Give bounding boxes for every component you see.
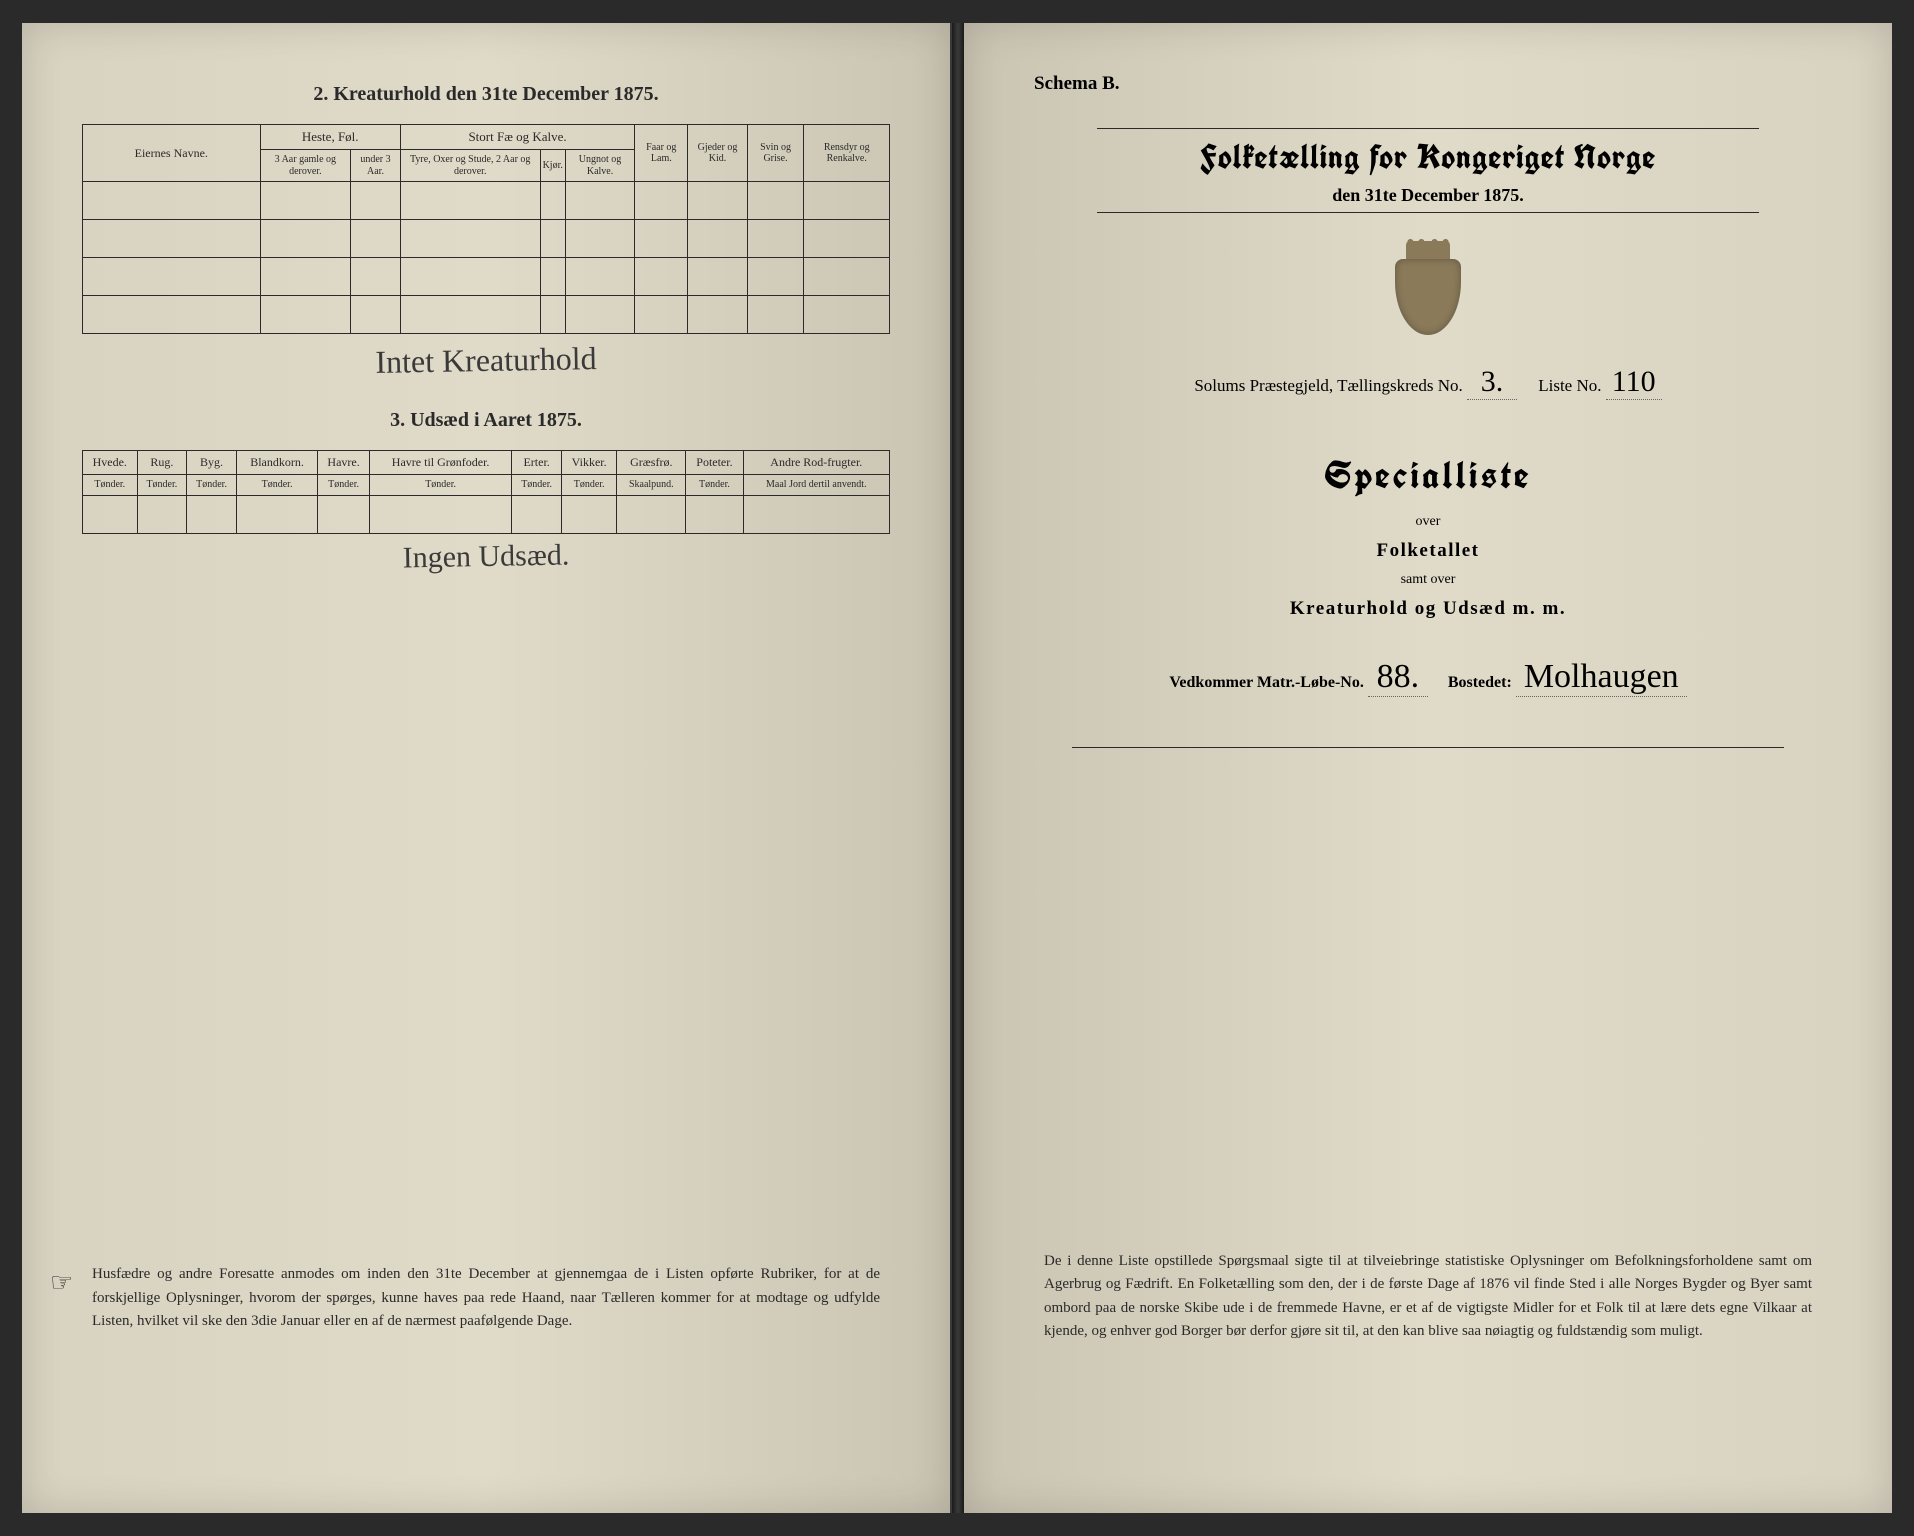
right-footnote: De i denne Liste opstillede Spørgsmaal s… (1044, 1250, 1812, 1343)
col-graesfro: Græsfrø. (617, 451, 686, 475)
krets-no: 3. (1467, 365, 1517, 400)
unit-6: Tønder. (369, 475, 511, 496)
col-havre: Havre. (318, 451, 370, 475)
col-byg: Byg. (187, 451, 237, 475)
matr-no: 88. (1368, 658, 1428, 697)
col-eier: Eiernes Navne. (83, 125, 261, 182)
unit-3: Tønder. (187, 475, 237, 496)
bostedet-pre: Bostedet: (1448, 674, 1512, 691)
main-title: Folketælling for Kongeriget Norge (1024, 135, 1832, 179)
coat-of-arms-icon (1383, 241, 1473, 341)
section2-title: 2. Kreaturhold den 31te December 1875. (82, 83, 890, 106)
long-rule (1072, 747, 1783, 748)
folketallet-label: Folketallet (1024, 540, 1832, 562)
parish-line: Solums Præstegjeld, Tællingskreds No. 3.… (1024, 365, 1832, 400)
samt-over-label: samt over (1024, 572, 1832, 588)
title-rule-top (1097, 128, 1760, 129)
unit-9: Skaalpund. (617, 475, 686, 496)
liste-pre: Liste No. (1538, 376, 1601, 395)
col-gjeder: Gjeder og Kid. (688, 125, 747, 182)
unit-7: Tønder. (512, 475, 562, 496)
schema-label: Schema B. (1034, 73, 1120, 95)
col-andre: Andre Rod-frugter. (743, 451, 889, 475)
census-book: 2. Kreaturhold den 31te December 1875. E… (22, 23, 1892, 1513)
col-blandkorn: Blandkorn. (236, 451, 317, 475)
unit-2: Tønder. (137, 475, 187, 496)
kreatur-label: Kreaturhold og Udsæd m. m. (1024, 598, 1832, 620)
col-vikker: Vikker. (561, 451, 616, 475)
over-label: over (1024, 514, 1832, 530)
unit-10: Tønder. (686, 475, 743, 496)
title-rule-bottom (1097, 212, 1760, 213)
title-block: Folketælling for Kongeriget Norge den 31… (1024, 128, 1832, 213)
bostedet-line: Vedkommer Matr.-Løbe-No. 88. Bostedet: M… (1024, 658, 1832, 697)
grp-heste: Heste, Føl. (260, 125, 400, 150)
section3-title: 3. Udsæd i Aaret 1875. (82, 409, 890, 432)
right-page: Schema B. Folketælling for Kongeriget No… (964, 23, 1892, 1513)
liste-no: 110 (1606, 365, 1662, 400)
pointing-hand-icon: ☞ (50, 1263, 73, 1303)
left-footnote-text: Husfædre og andre Foresatte anmodes om i… (92, 1266, 880, 1329)
bostedet-value: Molhaugen (1516, 658, 1687, 697)
stort-a: Tyre, Oxer og Stude, 2 Aar og derover. (400, 150, 540, 182)
parish-pre: Solums Præstegjeld, Tællingskreds No. (1194, 376, 1462, 395)
book-spine (952, 23, 964, 1513)
col-erter: Erter. (512, 451, 562, 475)
udsaed-table: Hvede. Rug. Byg. Blandkorn. Havre. Havre… (82, 450, 890, 534)
left-page: 2. Kreaturhold den 31te December 1875. E… (22, 23, 952, 1513)
section2-handwritten: Intet Kreaturhold (82, 335, 891, 386)
unit-11: Maal Jord dertil anvendt. (743, 475, 889, 496)
col-hvede: Hvede. (83, 451, 138, 475)
col-poteter: Poteter. (686, 451, 743, 475)
col-faar: Faar og Lam. (635, 125, 688, 182)
heste-b: under 3 Aar. (351, 150, 401, 182)
unit-1: Tønder. (83, 475, 138, 496)
grp-stort: Stort Fæ og Kalve. (400, 125, 634, 150)
col-rensdyr: Rensdyr og Renkalve. (804, 125, 890, 182)
col-rug: Rug. (137, 451, 187, 475)
section3-handwritten: Ingen Udsæd. (82, 532, 890, 580)
vedk-pre: Vedkommer Matr.-Løbe-No. (1169, 674, 1364, 691)
stort-b: Kjør. (540, 150, 565, 182)
date-line: den 31te December 1875. (1024, 185, 1832, 206)
special-title: Specialliste (1024, 450, 1832, 500)
col-havre-gron: Havre til Grønfoder. (369, 451, 511, 475)
unit-8: Tønder. (561, 475, 616, 496)
kreaturhold-table: Eiernes Navne. Heste, Føl. Stort Fæ og K… (82, 124, 890, 334)
unit-4: Tønder. (236, 475, 317, 496)
left-footnote: ☞ Husfædre og andre Foresatte anmodes om… (92, 1263, 880, 1333)
stort-c: Ungnot og Kalve. (565, 150, 634, 182)
unit-5: Tønder. (318, 475, 370, 496)
heste-a: 3 Aar gamle og derover. (260, 150, 351, 182)
col-svin: Svin og Grise. (747, 125, 804, 182)
